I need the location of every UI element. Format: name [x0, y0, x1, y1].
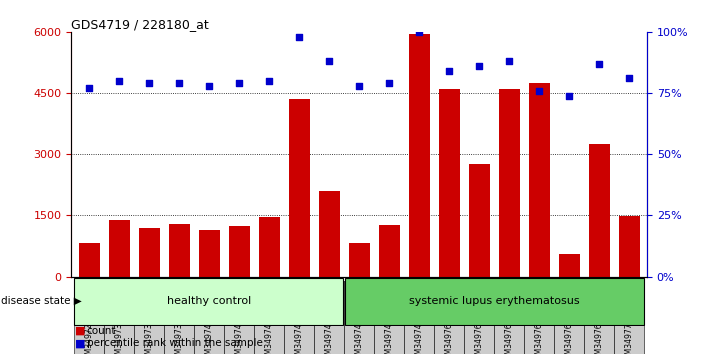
Bar	[528, 83, 550, 277]
Text: GDS4719 / 228180_at: GDS4719 / 228180_at	[71, 18, 209, 31]
Bar	[409, 34, 429, 277]
Point	[263, 78, 274, 84]
Bar	[378, 225, 400, 277]
Text: count: count	[87, 326, 116, 336]
FancyBboxPatch shape	[74, 278, 343, 325]
Point	[444, 68, 455, 74]
Text: percentile rank within the sample: percentile rank within the sample	[87, 338, 262, 348]
Point	[203, 83, 215, 88]
Bar	[228, 226, 250, 277]
Point	[593, 61, 604, 67]
Point	[144, 80, 155, 86]
Bar	[109, 221, 129, 277]
Bar	[619, 216, 639, 277]
Point	[233, 80, 245, 86]
Bar	[469, 165, 490, 277]
Point	[383, 80, 395, 86]
Point	[294, 34, 305, 40]
Bar	[139, 228, 159, 277]
Bar	[348, 243, 370, 277]
Bar	[439, 89, 459, 277]
Text: ■: ■	[75, 338, 85, 348]
Bar	[319, 191, 340, 277]
Bar	[259, 217, 279, 277]
Bar	[79, 243, 100, 277]
Point	[563, 93, 574, 98]
Bar	[559, 254, 579, 277]
Point	[173, 80, 185, 86]
Point	[353, 83, 365, 88]
FancyBboxPatch shape	[345, 278, 644, 325]
Bar	[289, 99, 309, 277]
Bar	[169, 224, 190, 277]
Bar	[589, 144, 609, 277]
Point	[533, 88, 545, 93]
Text: systemic lupus erythematosus: systemic lupus erythematosus	[409, 296, 579, 306]
Point	[83, 85, 95, 91]
Point	[324, 58, 335, 64]
Point	[624, 75, 635, 81]
Bar	[498, 89, 520, 277]
Bar	[198, 230, 220, 277]
Point	[503, 58, 515, 64]
Text: disease state ▶: disease state ▶	[1, 296, 82, 306]
Point	[474, 63, 485, 69]
Point	[114, 78, 125, 84]
Text: healthy control: healthy control	[167, 296, 251, 306]
Point	[413, 29, 424, 35]
Text: ■: ■	[75, 326, 85, 336]
